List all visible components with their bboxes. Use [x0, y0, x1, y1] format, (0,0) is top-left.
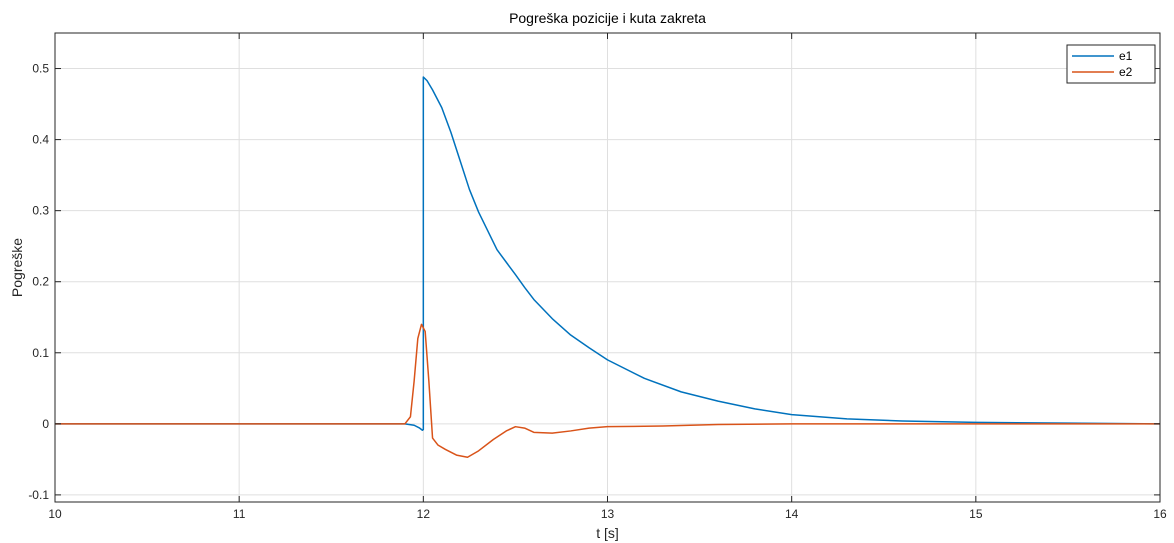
y-tick-label: 0.3 — [32, 204, 49, 218]
x-tick-label: 12 — [417, 507, 431, 521]
y-tick-label: -0.1 — [28, 488, 49, 502]
y-axis-title: Pogreške — [9, 238, 25, 297]
x-tick-label: 15 — [969, 507, 983, 521]
x-tick-label: 13 — [601, 507, 615, 521]
series-layer — [55, 76, 1161, 458]
x-tick-label: 11 — [233, 507, 246, 521]
legend-box — [1066, 44, 1156, 84]
x-tick-label: 16 — [1153, 507, 1167, 521]
y-tick-label: 0.1 — [32, 346, 49, 360]
y-tick-label: 0.5 — [32, 62, 49, 76]
y-tick-label: 0 — [42, 417, 49, 431]
legend-label-e1: e1 — [1119, 49, 1133, 63]
y-tick-label: 0.2 — [32, 275, 49, 289]
series-line-e1 — [55, 76, 1161, 431]
legend-label-e2: e2 — [1119, 65, 1133, 79]
series-line-e2 — [55, 323, 1160, 458]
axis-ticks: 10 11 12 13 14 15 16 -0.1 0 0.1 0.2 0.3 0.4 0.5 — [28, 33, 1167, 521]
x-tick-label: 14 — [785, 507, 799, 521]
x-tick-label: 10 — [48, 507, 62, 521]
chart-title: Pogreška pozicije i kuta zakreta — [509, 10, 706, 26]
x-axis-title: t [s] — [596, 525, 619, 541]
y-tick-label: 0.4 — [32, 133, 49, 147]
legend[interactable]: e1 e2 — [1066, 44, 1156, 84]
